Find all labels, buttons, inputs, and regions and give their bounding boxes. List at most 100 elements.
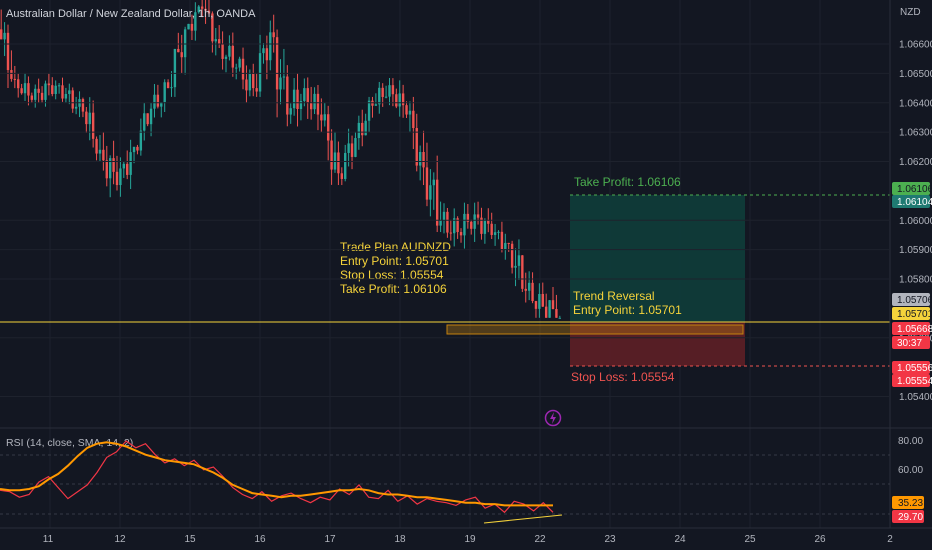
candle-body — [470, 221, 473, 229]
support-zone[interactable] — [446, 324, 744, 335]
candle-body — [453, 218, 456, 234]
time-axis-label: 23 — [604, 534, 616, 545]
candle-body — [439, 220, 442, 226]
candle-body — [558, 317, 562, 319]
price-tag-text: 1.06106 — [897, 184, 932, 195]
candle-body — [504, 242, 507, 250]
candle-body — [187, 23, 190, 30]
candle-body — [248, 73, 252, 91]
candle-body — [160, 102, 163, 107]
candle-body — [146, 113, 149, 125]
candle-body — [350, 143, 354, 157]
candle-body — [422, 152, 425, 168]
candle-body — [68, 90, 71, 94]
candle-body — [91, 112, 95, 139]
candle-body — [425, 167, 429, 200]
lightning-icon[interactable] — [544, 409, 562, 427]
candle-body — [286, 76, 289, 115]
candle-body — [112, 158, 115, 172]
candle-body — [265, 48, 269, 61]
rsi-tag-value-text: 29.70 — [898, 512, 923, 523]
take-profit-zone[interactable] — [570, 195, 745, 322]
stop-loss-zone[interactable] — [570, 322, 745, 366]
candle-body — [388, 85, 391, 97]
candle-body — [412, 110, 415, 129]
take-profit-label: Take Profit: 1.06106 — [574, 175, 681, 189]
price-tick-label: 1.06600 — [899, 40, 932, 51]
rsi-title[interactable]: RSI (14, close, SMA, 14, 2) — [6, 437, 133, 449]
stop-loss-label: Stop Loss: 1.05554 — [571, 370, 675, 384]
candle-body — [98, 149, 102, 154]
rsi-series — [0, 440, 554, 514]
candle-body — [548, 300, 551, 318]
candle-body — [279, 77, 282, 90]
candle-body — [364, 120, 367, 136]
candle-body — [37, 88, 40, 93]
candle-body — [493, 232, 497, 235]
candle-body — [507, 242, 510, 244]
trade-plan-line-3: Stop Loss: 1.05554 — [340, 268, 444, 282]
candle-body — [108, 158, 112, 179]
candle-body — [61, 85, 64, 99]
time-axis-label: 22 — [534, 534, 546, 545]
trade-plan-line-1: Trade Plan AUDNZD — [340, 240, 451, 254]
time-axis-label: 17 — [324, 534, 336, 545]
candle-body — [398, 93, 401, 107]
candle-body — [415, 128, 418, 166]
candle-body — [551, 300, 555, 309]
candle-body — [408, 110, 412, 115]
symbol-title[interactable]: Australian Dollar / New Zealand Dollar, … — [6, 8, 256, 20]
candle-body — [23, 83, 27, 94]
candle-body — [432, 179, 435, 186]
price-tick-label: 1.05900 — [899, 245, 932, 256]
candle-body — [197, 6, 200, 13]
candle-body — [303, 88, 306, 102]
candle-body — [313, 93, 316, 110]
price-axis-ticks: 1.06600 1.06500 1.06400 1.06300 1.06200 1.060… — [0, 40, 932, 403]
candle-body — [47, 83, 51, 86]
price-tag: 1.06106 — [892, 182, 932, 195]
candle-body — [309, 102, 313, 110]
candle-body — [487, 220, 490, 224]
candle-body — [367, 100, 371, 121]
candle-body — [224, 56, 228, 59]
candle-body — [17, 79, 20, 89]
candle-body — [500, 231, 504, 250]
candle-body — [401, 93, 405, 106]
candle-body — [384, 96, 388, 98]
time-axis-label: 25 — [744, 534, 756, 545]
candle-body — [153, 94, 156, 109]
candle-body — [183, 29, 187, 58]
time-axis-label: 24 — [674, 534, 686, 545]
price-tag: 30:37 — [892, 336, 930, 349]
price-tag: 1.05556 — [892, 361, 932, 374]
candle-body — [122, 163, 126, 169]
candle-body — [71, 90, 74, 109]
rsi-trendline[interactable] — [483, 514, 563, 524]
candle-body — [166, 82, 170, 89]
candle-body — [354, 138, 357, 157]
time-axis: 11 12 15 16 17 18 19 22 23 24 25 26 2 — [43, 534, 893, 545]
candle-body — [289, 108, 292, 115]
candle-body — [27, 83, 30, 96]
price-tag: 1.05706 — [892, 293, 932, 306]
price-tag-text: 30:37 — [897, 338, 922, 349]
trade-plan-annotation[interactable]: Trade Plan AUDNZD Entry Point: 1.05701 S… — [340, 240, 451, 296]
candle-body — [119, 168, 122, 186]
candle-body — [490, 223, 493, 235]
candle-body — [156, 94, 160, 107]
price-tag-text: 1.05668 — [897, 324, 932, 335]
candle-body — [521, 255, 524, 289]
candle-body — [323, 114, 326, 121]
candle-body — [510, 243, 514, 268]
price-tag: 1.06104 — [892, 195, 932, 208]
candle-body — [320, 114, 323, 121]
price-tick-label: 1.06400 — [899, 98, 932, 109]
candle-body — [405, 105, 408, 115]
candle-body — [214, 39, 217, 42]
candle-body — [292, 89, 296, 109]
candle-body — [275, 37, 279, 90]
candle-body — [483, 220, 487, 234]
